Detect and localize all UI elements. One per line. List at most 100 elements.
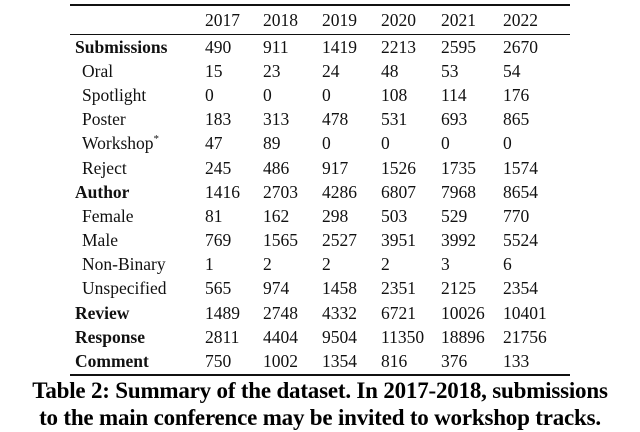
table-cell: 6 — [503, 254, 512, 275]
table-cell: 81 — [205, 205, 223, 226]
table-row: Unspecified 565 974 1458 2351 2125 2354 — [70, 277, 570, 301]
table-cell: 1526 — [381, 157, 416, 178]
table-row: Comment 750 1002 1354 816 376 133 — [70, 349, 570, 374]
row-label: Non-Binary — [82, 254, 166, 275]
table-caption: Table 2: Summary of the dataset. In 2017… — [0, 377, 640, 431]
table-cell: 133 — [503, 351, 530, 372]
table-cell: 53 — [441, 60, 459, 81]
table-cell: 769 — [205, 230, 232, 251]
table-cell: 2811 — [205, 326, 240, 347]
table-row: Response 2811 4404 9504 11350 18896 21756 — [70, 325, 570, 349]
table-header-row: 2017 2018 2019 2020 2021 2022 — [70, 5, 570, 35]
table-cell: 490 — [205, 36, 232, 57]
table-cell: 0 — [381, 133, 390, 154]
column-header: 2020 — [381, 5, 441, 35]
table-cell: 750 — [205, 351, 232, 372]
row-label: Female — [82, 205, 134, 226]
table-row: Spotlight 0 0 0 108 114 176 — [70, 83, 570, 107]
table-cell: 10401 — [503, 302, 547, 323]
column-header: 2022 — [503, 5, 570, 35]
table-cell: 48 — [381, 60, 399, 81]
table-cell: 565 — [205, 278, 232, 299]
table-cell: 2351 — [381, 278, 416, 299]
table-cell: 0 — [263, 84, 272, 105]
table-cell: 4332 — [322, 302, 357, 323]
table-row: Female 81 162 298 503 529 770 — [70, 204, 570, 228]
table-cell: 2748 — [263, 302, 298, 323]
table-cell: 2527 — [322, 230, 357, 251]
table-cell: 0 — [205, 84, 214, 105]
table-cell: 917 — [322, 157, 349, 178]
table-cell: 6721 — [381, 302, 416, 323]
table-cell: 3 — [441, 254, 450, 275]
column-header: 2021 — [441, 5, 503, 35]
table-cell: 0 — [441, 133, 450, 154]
table-cell: 1 — [205, 254, 214, 275]
table-cell: 693 — [441, 109, 468, 130]
table-caption-line-1: Table 2: Summary of the dataset. In 2017… — [32, 378, 608, 403]
table-cell: 1574 — [503, 157, 538, 178]
table-caption-line-2: to the main conference may be invited to… — [39, 405, 601, 430]
row-label: Submissions — [75, 36, 168, 57]
table-cell: 7968 — [441, 181, 476, 202]
table-cell: 2125 — [441, 278, 476, 299]
table-row: Submissions 490 911 1419 2213 2595 2670 — [70, 35, 570, 60]
dataset-summary-table: 2017 2018 2019 2020 2021 2022 Submissions 490 9… — [70, 4, 570, 376]
column-header: 2018 — [263, 5, 322, 35]
table-cell: 18896 — [441, 326, 485, 347]
column-header — [70, 5, 205, 35]
table-cell: 47 — [205, 133, 223, 154]
table-cell: 1419 — [322, 36, 357, 57]
table-cell: 529 — [441, 205, 468, 226]
table-cell: 486 — [263, 157, 290, 178]
table-cell: 2595 — [441, 36, 476, 57]
table-cell: 3992 — [441, 230, 476, 251]
row-label: Workshop* — [82, 133, 160, 154]
table-cell: 2670 — [503, 36, 538, 57]
table-cell: 2 — [322, 254, 331, 275]
table-row: Author 1416 2703 4286 6807 7968 8654 — [70, 180, 570, 204]
column-header: 2019 — [322, 5, 381, 35]
row-label: Comment — [75, 351, 149, 372]
table-cell: 531 — [381, 109, 408, 130]
footnote-marker: * — [153, 133, 160, 146]
table-row: Non-Binary 1 2 2 2 3 6 — [70, 253, 570, 277]
table-cell: 9504 — [322, 326, 357, 347]
table-cell: 15 — [205, 60, 223, 81]
table-cell: 376 — [441, 351, 468, 372]
table-cell: 24 — [322, 60, 340, 81]
table-body: Submissions 490 911 1419 2213 2595 2670 Oral 15 2… — [70, 35, 570, 375]
table-cell: 89 — [263, 133, 281, 154]
table-cell: 23 — [263, 60, 281, 81]
table-row: Workshop* 47 89 0 0 0 0 — [70, 132, 570, 156]
table-cell: 1735 — [441, 157, 476, 178]
table-cell: 183 — [205, 109, 232, 130]
dataset-summary-table-wrap: 2017 2018 2019 2020 2021 2022 Submissions 490 9… — [70, 4, 570, 376]
table-cell: 503 — [381, 205, 408, 226]
column-header: 2017 — [205, 5, 263, 35]
row-label: Review — [75, 302, 130, 323]
table-cell: 816 — [381, 351, 408, 372]
row-label: Oral — [82, 60, 114, 81]
table-header: 2017 2018 2019 2020 2021 2022 — [70, 5, 570, 35]
table-cell: 1354 — [322, 351, 357, 372]
table-cell: 54 — [503, 60, 521, 81]
table-cell: 4404 — [263, 326, 298, 347]
row-label: Response — [75, 326, 146, 347]
table-cell: 176 — [503, 84, 530, 105]
table-cell: 162 — [263, 205, 290, 226]
table-cell: 865 — [503, 109, 530, 130]
table-cell: 1458 — [322, 278, 357, 299]
table-cell: 4286 — [322, 181, 357, 202]
table-cell: 245 — [205, 157, 232, 178]
row-label: Author — [75, 181, 130, 202]
row-label: Male — [82, 230, 118, 251]
table-cell: 911 — [263, 36, 289, 57]
table-cell: 2 — [263, 254, 272, 275]
table-cell: 3951 — [381, 230, 416, 251]
table-cell: 5524 — [503, 230, 538, 251]
table-row: Poster 183 313 478 531 693 865 — [70, 108, 570, 132]
table-cell: 114 — [441, 84, 467, 105]
table-cell: 770 — [503, 205, 530, 226]
